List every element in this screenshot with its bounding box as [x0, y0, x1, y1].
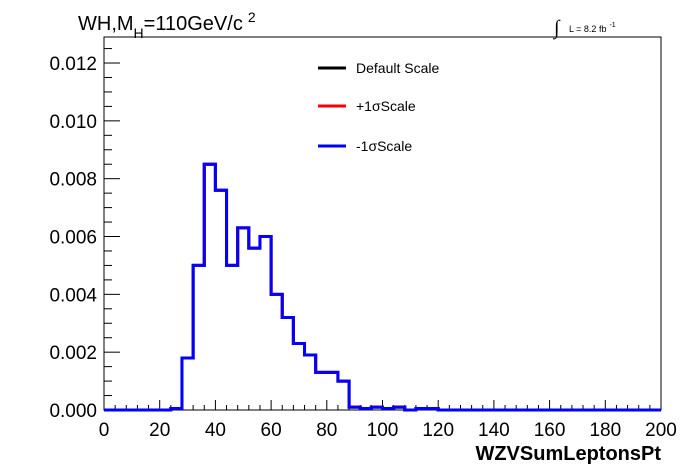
x-tick-label: 80	[316, 420, 337, 441]
x-tick-label: 160	[534, 420, 566, 441]
x-tick-label: 120	[422, 420, 454, 441]
legend-label-default: Default Scale	[356, 60, 439, 76]
legend: Default Scale +1σScale -1σScale	[318, 60, 439, 154]
x-tick-label: 0	[99, 420, 110, 441]
x-tick-label: 140	[478, 420, 510, 441]
chart-title-rest: =110GeV/c	[144, 13, 243, 35]
y-axis: 0.000 0.002 0.004 0.006 0.008 0.010 0.012	[49, 48, 120, 422]
chart-title: WH,MH=110GeV/c 2	[78, 9, 256, 41]
y-tick-label: 0.012	[49, 54, 97, 75]
series-layer	[104, 162, 661, 412]
lumi-superscript: -1	[609, 22, 615, 29]
series-line-0	[104, 162, 661, 412]
chart-title-main: WH,M	[78, 13, 134, 35]
x-tick-label: 200	[645, 420, 677, 441]
y-tick-label: 0.008	[49, 170, 97, 191]
plot-frame	[103, 36, 662, 411]
x-tick-label: 100	[367, 420, 399, 441]
y-tick-label: 0.004	[49, 285, 97, 306]
legend-label-minus1sigma: -1σScale	[356, 138, 412, 154]
series-line-1	[104, 162, 661, 412]
lumi-text: L = 8.2 fb -1	[569, 22, 616, 34]
x-tick-label: 60	[261, 420, 282, 441]
x-tick-label: 20	[149, 420, 170, 441]
x-tick-label: 180	[589, 420, 621, 441]
chart-title-subscript: H	[134, 25, 144, 41]
legend-label-plus1sigma: +1σScale	[356, 98, 416, 114]
series-line-2	[104, 162, 661, 412]
chart-title-superscript: 2	[248, 9, 256, 25]
lumi-integral: ∫	[552, 17, 561, 40]
y-tick-label: 0.002	[49, 343, 97, 364]
x-axis-label: WZVSumLeptonsPt	[475, 443, 661, 465]
x-tick-label: 40	[205, 420, 226, 441]
y-tick-label: 0.010	[49, 112, 97, 133]
lumi-value: L = 8.2 fb	[569, 24, 606, 34]
y-tick-label: 0.006	[49, 228, 97, 249]
y-tick-label: 0.000	[49, 401, 97, 422]
x-axis: 0 20 40 60 80 100 120 140 160 180 200	[99, 400, 677, 441]
